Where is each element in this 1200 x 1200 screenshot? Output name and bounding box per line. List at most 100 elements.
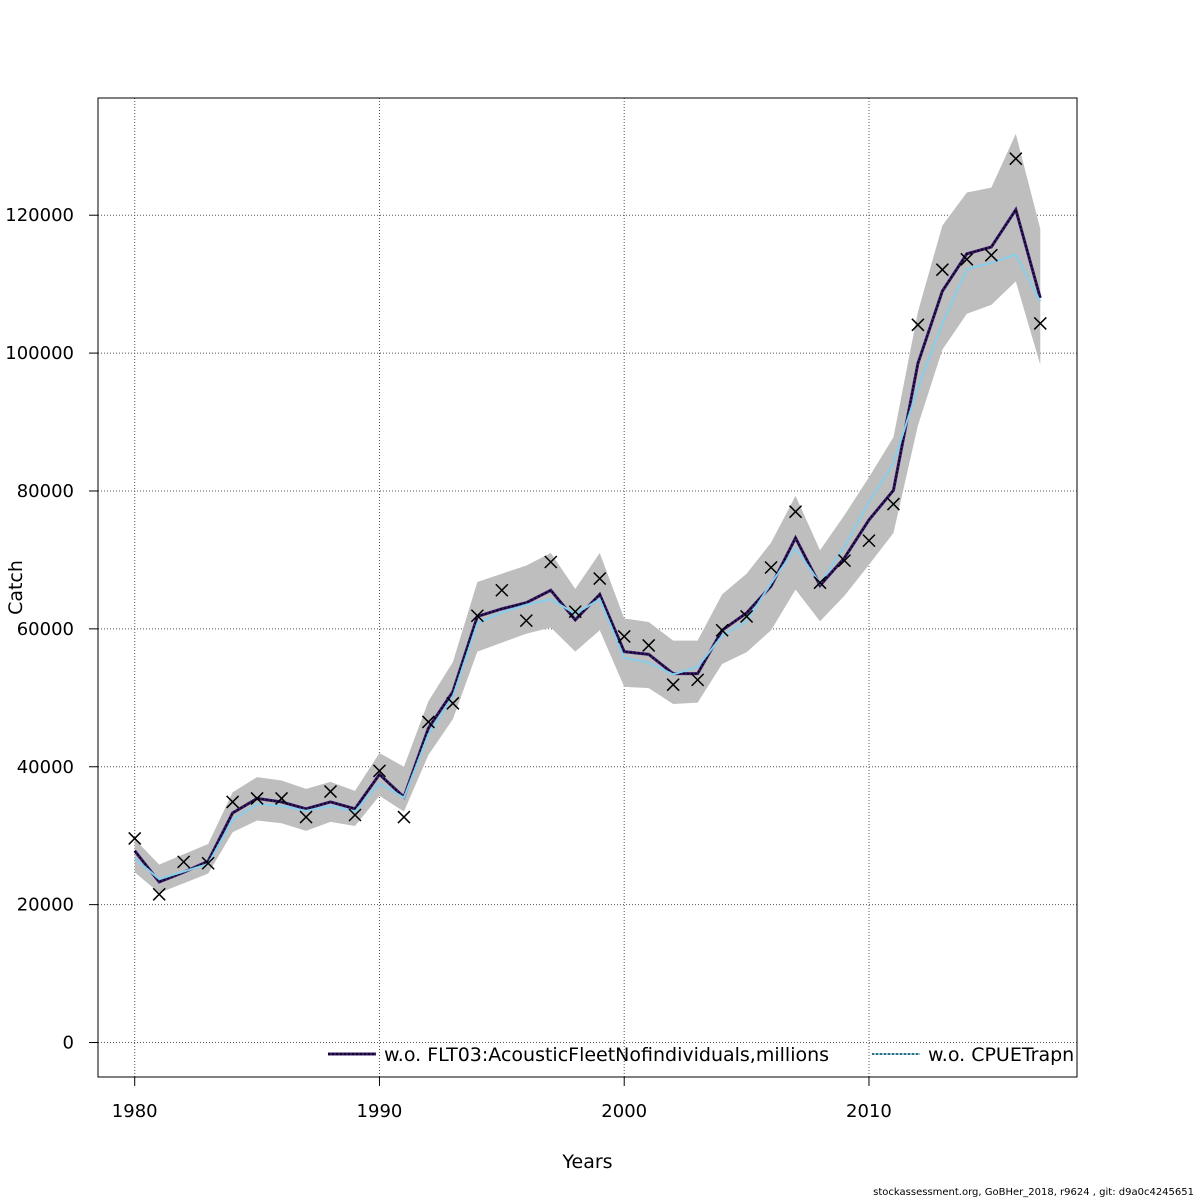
observation-stroke	[984, 248, 998, 262]
x-tick-label: 2000	[601, 1101, 647, 1122]
footer-credit: stockassessment.org, GoBHer_2018, r9624 …	[873, 1187, 1194, 1198]
confidence-band	[134, 133, 1041, 893]
y-axis: 0 20000 40000 60000 80000 100000 120000	[5, 205, 98, 1054]
observation-point	[666, 678, 680, 692]
y-tick-label: 60000	[17, 619, 74, 640]
observation-stroke	[201, 856, 215, 870]
observation-point	[568, 605, 582, 619]
confidence-band-layer	[134, 133, 1041, 893]
observation-point	[1033, 316, 1047, 330]
observation-markers	[128, 152, 1047, 901]
x-axis-title: Years	[561, 1151, 612, 1173]
observation-stroke	[813, 576, 827, 590]
observation-stroke	[446, 696, 460, 710]
observation-point	[617, 629, 631, 643]
observation-point	[740, 609, 754, 623]
observation-stroke	[691, 673, 705, 687]
observation-point	[397, 810, 411, 824]
observation-stroke	[152, 887, 166, 901]
observation-stroke	[862, 534, 876, 548]
observation-point	[348, 808, 362, 822]
observation-point	[593, 572, 607, 586]
y-tick-label: 0	[63, 1033, 74, 1054]
observation-point	[177, 855, 191, 869]
observation-stroke	[323, 785, 338, 799]
plot-frame	[97, 97, 1078, 1078]
observation-stroke	[470, 609, 484, 623]
x-axis: 1980 1990 2000 2010	[112, 1077, 892, 1122]
observation-stroke	[886, 497, 900, 511]
series-line-cpuetrapn	[134, 253, 1042, 881]
observation-stroke	[1009, 152, 1023, 166]
observation-point	[764, 560, 778, 575]
observation-stroke	[397, 810, 411, 824]
observation-point	[837, 554, 852, 568]
observation-point	[226, 795, 240, 809]
observation-point	[128, 831, 142, 845]
observation-stroke	[226, 795, 240, 809]
observation-point	[275, 791, 289, 805]
x-tick-label: 1990	[357, 1101, 403, 1122]
observation-stroke	[421, 715, 435, 729]
observation-point	[446, 696, 460, 710]
x-tick-label: 1980	[112, 1101, 158, 1122]
observation-point	[323, 785, 338, 799]
observation-point	[299, 810, 313, 824]
observation-stroke	[764, 560, 778, 575]
observation-point	[1009, 152, 1023, 166]
y-tick-label: 40000	[17, 757, 74, 778]
observation-point	[642, 638, 656, 652]
observation-stroke	[617, 629, 631, 643]
observation-point	[495, 583, 509, 597]
observation-stroke	[348, 808, 362, 822]
observation-stroke	[519, 614, 533, 628]
legend-label-cpuetrapn: w.o. CPUETrapn	[928, 1044, 1074, 1066]
observation-stroke	[911, 318, 925, 332]
observation-point	[984, 248, 998, 262]
observation-point	[911, 318, 925, 332]
observation-point	[470, 609, 484, 623]
legend: w.o. FLT03:AcousticFleetNofindividuals,m…	[328, 1044, 1074, 1066]
observation-point	[789, 505, 803, 519]
observation-stroke	[740, 609, 754, 623]
observation-point	[862, 534, 876, 548]
observation-stroke	[275, 791, 289, 805]
observation-stroke	[128, 831, 142, 845]
observation-stroke	[372, 764, 386, 778]
observation-point	[691, 673, 705, 687]
observation-stroke	[837, 554, 852, 568]
observation-point	[935, 263, 949, 277]
y-tick-label: 80000	[17, 481, 74, 502]
observation-stroke	[593, 572, 607, 586]
observation-stroke	[715, 623, 729, 637]
y-tick-label: 120000	[5, 205, 74, 226]
y-tick-label: 100000	[5, 343, 74, 364]
observation-point	[250, 791, 264, 805]
observation-stroke	[789, 505, 803, 519]
observation-stroke	[568, 605, 582, 619]
observation-stroke	[544, 555, 558, 569]
observation-point	[372, 764, 386, 778]
observation-point	[715, 623, 729, 637]
observation-point	[152, 887, 166, 901]
legend-label-flt03: w.o. FLT03:AcousticFleetNofindividuals,m…	[384, 1044, 829, 1066]
observation-stroke	[642, 638, 656, 652]
observation-stroke	[495, 583, 509, 597]
observation-stroke	[1033, 316, 1047, 330]
y-tick-label: 20000	[17, 895, 74, 916]
observation-point	[201, 856, 215, 870]
x-tick-label: 2010	[846, 1101, 892, 1122]
observation-stroke	[666, 678, 680, 692]
y-axis-title: Catch	[5, 560, 27, 615]
observation-point	[813, 576, 827, 590]
observation-stroke	[250, 791, 264, 805]
observation-point	[886, 497, 900, 511]
observation-point	[544, 555, 558, 569]
observation-stroke	[299, 810, 313, 824]
observation-point	[421, 715, 435, 729]
observation-stroke	[177, 855, 191, 869]
observation-stroke	[935, 263, 949, 277]
observation-stroke	[960, 252, 974, 266]
observation-point	[960, 252, 974, 266]
